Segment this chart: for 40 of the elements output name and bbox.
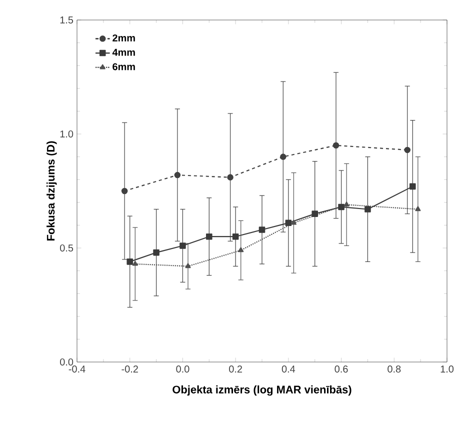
x-tick-label: -0.4 <box>68 366 86 373</box>
x-tick-label: -0.2 <box>122 366 138 373</box>
point <box>338 204 344 210</box>
legend-label: 6mm <box>112 63 135 70</box>
y-tick-label: 1.5 <box>60 16 74 24</box>
point <box>280 154 286 160</box>
point <box>174 172 181 178</box>
y-tick-label: 1.0 <box>60 130 74 138</box>
legend-label: 2mm <box>112 34 135 42</box>
point <box>121 188 128 194</box>
x-tick-label: 1.0 <box>440 366 454 373</box>
point <box>344 202 350 207</box>
point <box>404 146 410 154</box>
y-axis-title: Fokusa dzijums (D) <box>46 141 57 240</box>
point <box>180 242 186 249</box>
x-axis-title: Objekta izmērs (log MAR vienībās) <box>172 385 352 396</box>
point <box>332 142 340 149</box>
point <box>312 210 318 217</box>
x-tick-label: 0.2 <box>229 366 242 373</box>
point <box>153 249 160 256</box>
point <box>410 183 416 190</box>
y-tick-label: 0.0 <box>60 358 74 366</box>
point <box>132 260 138 266</box>
point <box>206 233 212 240</box>
point <box>415 206 421 212</box>
point <box>364 206 371 212</box>
x-tick-label: 0.0 <box>176 366 190 373</box>
x-tick-label: 0.4 <box>282 366 296 373</box>
x-tick-label: 0.8 <box>388 366 401 373</box>
point <box>290 220 297 225</box>
x-tick-label: 0.6 <box>334 366 348 373</box>
point <box>185 263 191 268</box>
point <box>258 226 266 233</box>
point <box>238 247 244 252</box>
point <box>285 220 292 226</box>
point <box>232 233 239 240</box>
legend-label: 4mm <box>112 48 135 56</box>
y-tick-label: 0.5 <box>60 244 74 252</box>
point <box>126 258 133 265</box>
point <box>227 174 234 180</box>
